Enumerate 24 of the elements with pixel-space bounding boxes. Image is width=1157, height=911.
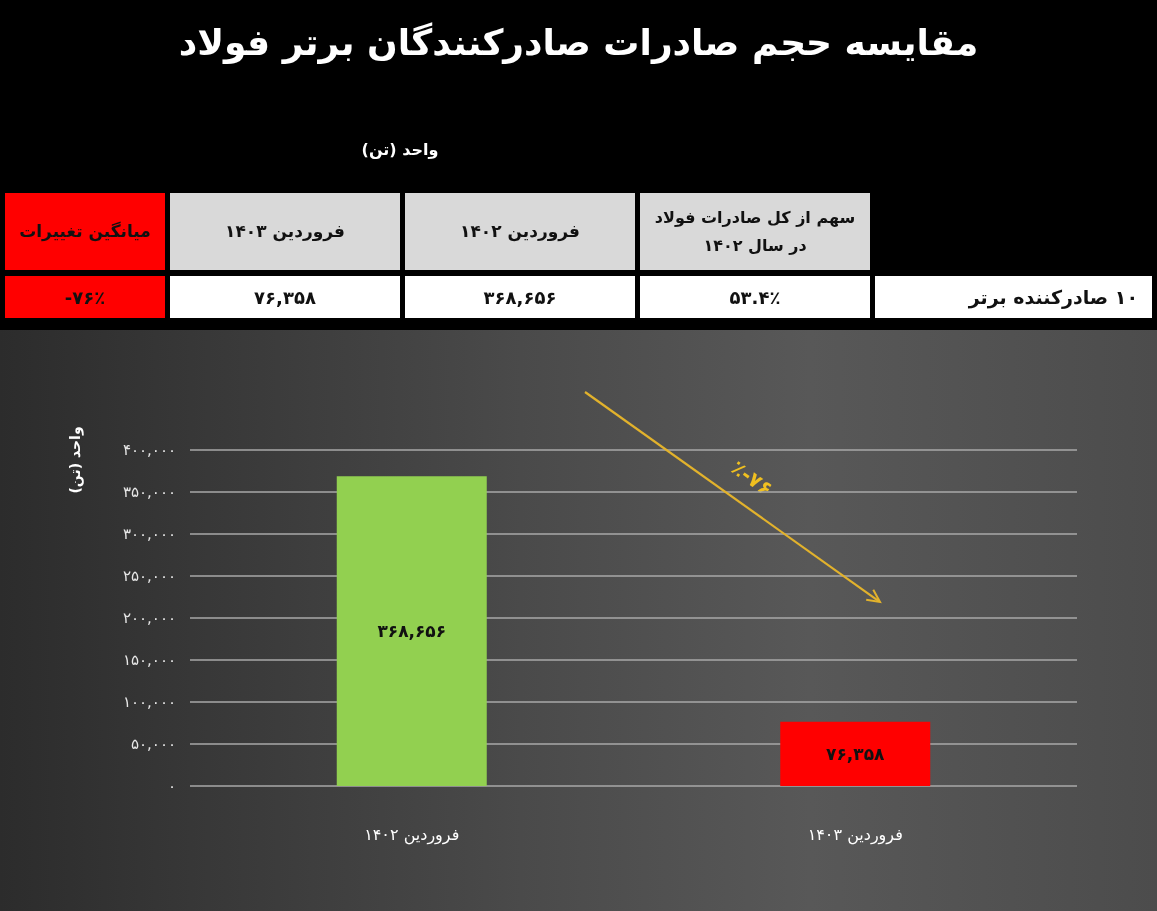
y-tick-label: ۱۵۰,۰۰۰ xyxy=(122,651,176,669)
y-tick-label: ۵۰,۰۰۰ xyxy=(130,735,176,753)
text: واحد (تن) xyxy=(360,140,440,159)
data-label: ۷۶,۳۵۸ xyxy=(826,743,886,764)
data-label: ۳۶۸,۶۵۶ xyxy=(377,621,447,642)
text: سهم از کل صادرات فولاد در سال ۱۴۰۲ xyxy=(640,193,870,270)
text: ۵۳.۴٪ xyxy=(640,276,870,318)
text: ۱۰ صادرکننده برتر xyxy=(875,276,1152,318)
y-tick-label: ۳۵۰,۰۰۰ xyxy=(122,483,176,501)
chart-title: مقایسه حجم صادرات صادرکنندگان برتر فولاد xyxy=(177,22,980,63)
text: میانگین تغییرات xyxy=(5,193,165,270)
y-tick-label: ۳۰۰,۰۰۰ xyxy=(122,525,176,543)
y-tick-label: ۴۰۰,۰۰۰ xyxy=(122,441,176,459)
y-tick-label: ۲۵۰,۰۰۰ xyxy=(122,567,176,585)
text: ۳۶۸,۶۵۶ xyxy=(405,276,635,318)
annotation: ٪-۷۶ xyxy=(726,455,778,501)
y-tick-label: ۰ xyxy=(167,777,176,795)
y-axis-title: واحد (تن) xyxy=(67,426,83,494)
text: -۷۶٪ xyxy=(5,276,165,318)
y-tick-label: ۲۰۰,۰۰۰ xyxy=(122,609,176,627)
y-tick-label: ۱۰۰,۰۰۰ xyxy=(122,693,176,711)
text: فروردین ۱۴۰۲ xyxy=(405,193,635,270)
text: فروردین ۱۴۰۳ xyxy=(170,193,400,270)
text: ۷۶,۳۵۸ xyxy=(170,276,400,318)
